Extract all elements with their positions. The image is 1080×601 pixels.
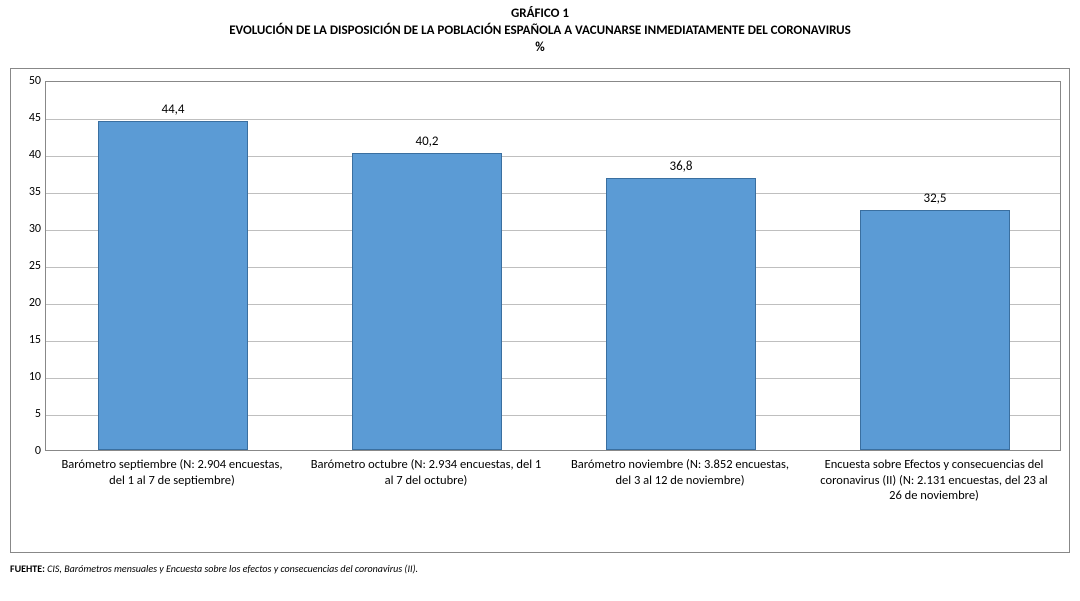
gridline bbox=[46, 119, 1060, 120]
source-text: CIS, Barómetros mensuales y Encuesta sob… bbox=[45, 562, 418, 575]
plot-area: 44,4 40,2 36,8 32,5 bbox=[45, 81, 1061, 451]
chart-title: GRÁFICO 1 EVOLUCIÓN DE LA DISPOSICIÓN DE… bbox=[0, 0, 1080, 57]
bar bbox=[860, 210, 1010, 451]
bar bbox=[606, 178, 756, 450]
x-category-label: Barómetro noviembre (N: 3.852 encuestas,… bbox=[563, 457, 797, 488]
bar bbox=[352, 153, 502, 450]
source-footnote: FUEHTE: CIS, Barómetros mensuales y Encu… bbox=[10, 562, 418, 575]
y-tick-label: 15 bbox=[17, 333, 41, 347]
y-tick-label: 5 bbox=[17, 407, 41, 421]
title-line-1: GRÁFICO 1 bbox=[0, 6, 1080, 23]
x-category-label: Barómetro octubre (N: 2.934 encuestas, d… bbox=[309, 457, 543, 488]
y-tick-label: 25 bbox=[17, 259, 41, 273]
source-prefix: FUEHTE: bbox=[10, 562, 45, 575]
title-line-2: EVOLUCIÓN DE LA DISPOSICIÓN DE LA POBLAC… bbox=[0, 23, 1080, 40]
bar-value-label: 44,4 bbox=[133, 102, 213, 117]
y-tick-label: 45 bbox=[17, 111, 41, 125]
y-tick-label: 10 bbox=[17, 370, 41, 384]
y-tick-label: 0 bbox=[17, 444, 41, 458]
y-tick-label: 40 bbox=[17, 148, 41, 162]
bar bbox=[98, 121, 248, 450]
y-tick-label: 20 bbox=[17, 296, 41, 310]
bar-value-label: 32,5 bbox=[895, 191, 975, 206]
x-category-label: Encuesta sobre Efectos y consecuencias d… bbox=[817, 457, 1051, 504]
y-tick-label: 30 bbox=[17, 222, 41, 236]
chart-container: 44,4 40,2 36,8 32,5 Barómetro septiembre (N… bbox=[10, 68, 1070, 553]
y-tick-label: 50 bbox=[17, 74, 41, 88]
x-category-label: Barómetro septiembre (N: 2.904 encuestas… bbox=[55, 457, 289, 488]
x-axis-labels: Barómetro septiembre (N: 2.904 encuestas… bbox=[45, 457, 1061, 547]
bar-value-label: 36,8 bbox=[641, 159, 721, 174]
title-line-3: % bbox=[0, 40, 1080, 57]
bar-value-label: 40,2 bbox=[387, 134, 467, 149]
y-tick-label: 35 bbox=[17, 185, 41, 199]
